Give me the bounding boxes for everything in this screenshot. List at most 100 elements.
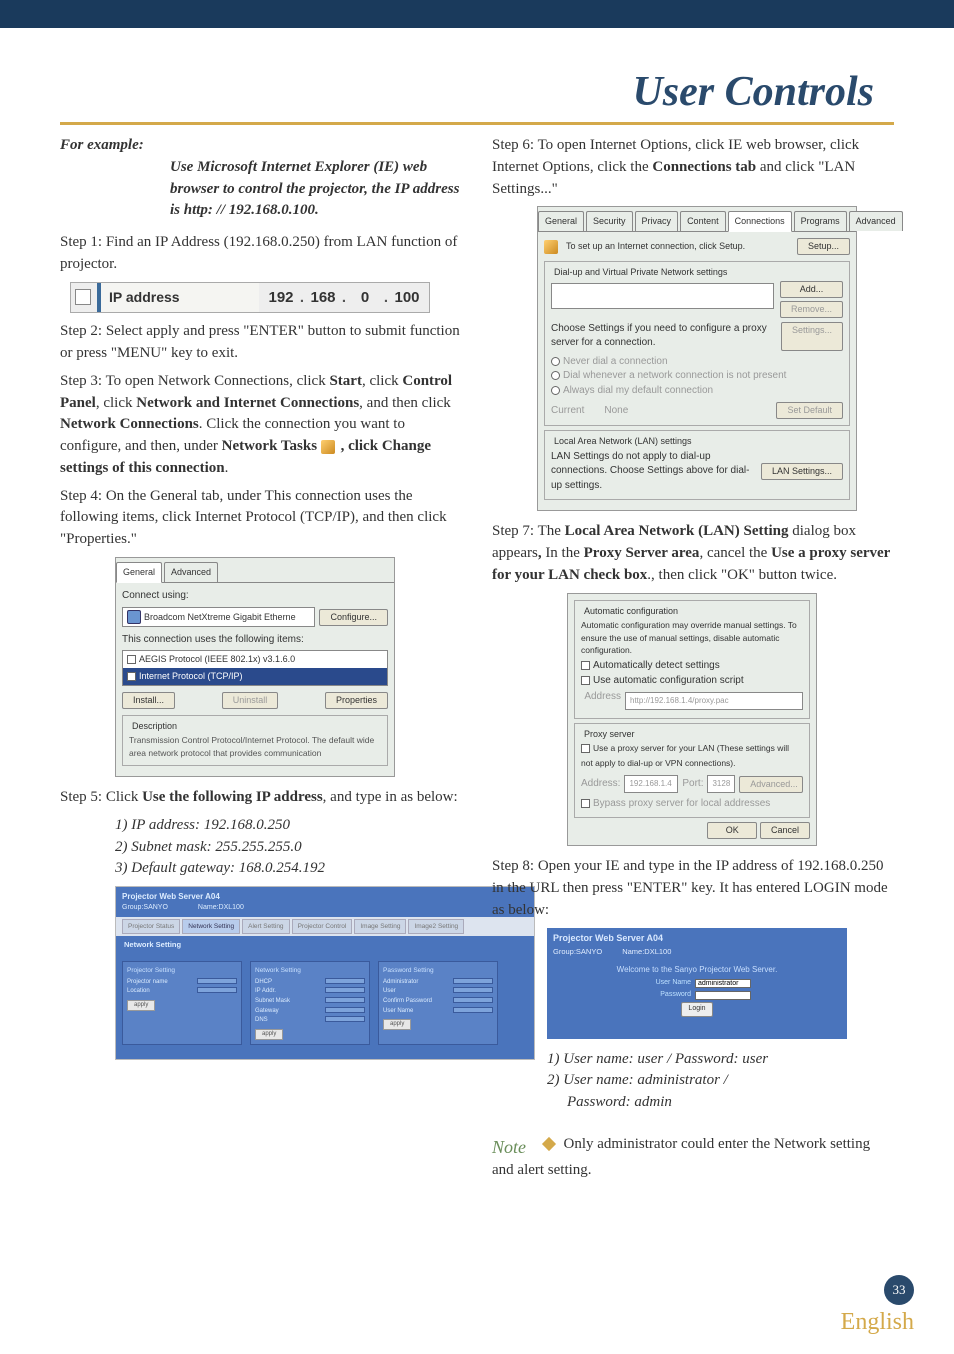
step-3-netconn: Network Connections <box>60 416 199 432</box>
apply-button-2[interactable]: apply <box>255 1029 283 1040</box>
panel-projector-setting: Projector Setting Projector name Locatio… <box>122 961 242 1045</box>
install-button[interactable]: Install... <box>122 692 175 709</box>
checkbox-use-proxy[interactable] <box>581 744 590 753</box>
navtab-status[interactable]: Projector Status <box>122 919 180 934</box>
ip-seg-3: 0 <box>349 287 381 309</box>
remove-button[interactable]: Remove... <box>780 301 843 318</box>
step-3-lead: Step 3: To open Network Connections, cli… <box>60 373 329 389</box>
add-button[interactable]: Add... <box>780 281 843 298</box>
panel3-title: Password Setting <box>383 966 493 975</box>
lan-desc: LAN Settings do not apply to dial-up con… <box>551 450 755 494</box>
ip-seg-2: 168 <box>307 287 339 309</box>
apply-button-1[interactable]: apply <box>127 1000 155 1011</box>
step-5-b1: Use the following IP address <box>142 789 323 805</box>
lan-settings-screenshot: Automatic configuration Automatic config… <box>567 593 817 847</box>
step-5-line-1: 1) IP address: 192.168.0.250 <box>60 815 462 837</box>
connect-using-label: Connect using: <box>122 589 388 604</box>
port-label: Port: <box>682 777 703 792</box>
adapter-name: Broadcom NetXtreme Gigabit Etherne <box>144 611 296 624</box>
apply-button-3[interactable]: apply <box>383 1019 411 1030</box>
navtab-alert[interactable]: Alert Setting <box>242 919 289 934</box>
connections-screenshot: General Security Privacy Content Connect… <box>537 206 857 511</box>
websrv-name: Name:DXL100 <box>622 947 671 958</box>
addr-label: Address <box>581 690 621 712</box>
tab-general[interactable]: General <box>116 562 162 583</box>
note-bullet-icon <box>542 1137 556 1151</box>
radio-always[interactable] <box>551 386 560 395</box>
step-6-b1: Connections tab <box>652 159 756 175</box>
checkbox-tcpip[interactable] <box>127 672 136 681</box>
tab-advanced[interactable]: Advanced <box>164 562 218 582</box>
cancel-button[interactable]: Cancel <box>760 822 810 839</box>
step-5-line-2: 2) Subnet mask: 255.255.255.0 <box>60 837 462 859</box>
settings-button[interactable]: Settings... <box>781 322 843 351</box>
tab-security[interactable]: Security <box>586 211 633 231</box>
auto-text: Automatic configuration may override man… <box>581 619 803 656</box>
step-8: Step 8: Open your IE and type in the IP … <box>492 856 894 921</box>
step-3-nic: Network and Internet Connections <box>136 395 359 411</box>
panel2-title: Network Setting <box>255 966 365 975</box>
language-label: English <box>841 1309 914 1336</box>
set-default-button[interactable]: Set Default <box>776 402 843 419</box>
adapter-icon <box>127 610 141 624</box>
advanced-button[interactable]: Advanced... <box>739 776 803 793</box>
creds-2b: Password: admin <box>492 1092 894 1114</box>
tab-privacy[interactable]: Privacy <box>635 211 679 231</box>
proxy-legend: Proxy server <box>581 728 638 741</box>
addr2-input[interactable]: 192.168.1.4 <box>624 775 678 793</box>
projector-webserver-screenshot: Projector Web Server A04 Group:SANYO Nam… <box>547 928 847 1039</box>
navtab-network[interactable]: Network Setting <box>182 919 240 934</box>
ip-dot: . <box>339 287 349 309</box>
addr-input[interactable]: http://192.168.1.4/proxy.pac <box>625 692 803 710</box>
step-5-line-3: 3) Default gateway: 168.0.254.192 <box>60 858 462 880</box>
lan-legend: Local Area Network (LAN) settings <box>551 435 695 448</box>
setup-button[interactable]: Setup... <box>797 238 850 255</box>
checkbox-aegis[interactable] <box>127 655 136 664</box>
dvp-list[interactable] <box>551 283 774 309</box>
network-tasks-icon <box>321 440 335 454</box>
addr2-label: Address: <box>581 777 620 792</box>
port-input[interactable]: 3128 <box>707 775 735 793</box>
ip-dot: . <box>381 287 391 309</box>
checkbox-use-script[interactable] <box>581 676 590 685</box>
navtab-control[interactable]: Projector Control <box>292 919 353 934</box>
websrv-pass-input[interactable] <box>695 991 751 1000</box>
tab-content[interactable]: Content <box>680 211 726 231</box>
ip-icon <box>75 289 91 305</box>
netset-title-text: Projector Web Server A04 <box>122 891 528 903</box>
websrv-group: Group:SANYO <box>553 947 602 958</box>
navtab-image[interactable]: Image Setting <box>354 919 406 934</box>
step-3-nettasks: Network Tasks <box>222 438 317 454</box>
tab-advanced2[interactable]: Advanced <box>849 211 903 231</box>
ip-dot: . <box>297 287 307 309</box>
ip-segments: 192 . 168 . 0 . 100 <box>259 283 429 313</box>
button-row: Install... Uninstall Properties <box>122 692 388 709</box>
tab-general2[interactable]: General <box>538 211 584 231</box>
checkbox-auto-detect[interactable] <box>581 661 590 670</box>
checkbox-bypass[interactable] <box>581 799 590 808</box>
navtab-image2[interactable]: Image2 Setting <box>408 919 464 934</box>
tab-programs[interactable]: Programs <box>794 211 847 231</box>
step-5: Step 5: Click Use the following IP addre… <box>60 787 462 809</box>
ok-button[interactable]: OK <box>707 822 757 839</box>
step-7-b1: Local Area Network (LAN) Setting <box>565 523 789 539</box>
configure-button[interactable]: Configure... <box>319 609 388 626</box>
netset-body: Projector Setting Projector name Locatio… <box>116 953 534 1059</box>
radio-never[interactable] <box>551 357 560 366</box>
websrv-user-input[interactable] <box>695 979 751 988</box>
ip-seg-1: 192 <box>265 287 297 309</box>
websrv-welcome: Welcome to the Sanyo Projector Web Serve… <box>553 964 841 976</box>
login-button[interactable]: Login <box>681 1002 712 1016</box>
item-aegis: AEGIS Protocol (IEEE 802.1x) v3.1.6.0 <box>139 654 295 664</box>
dvp-legend: Dial-up and Virtual Private Network sett… <box>551 266 730 279</box>
setup-text: To set up an Internet connection, click … <box>566 240 791 253</box>
tab-connections[interactable]: Connections <box>728 211 792 232</box>
lan-settings-button[interactable]: LAN Settings... <box>761 463 843 480</box>
radio-dial[interactable] <box>551 371 560 380</box>
example-body: Use Microsoft Internet Explorer (IE) web… <box>60 157 462 222</box>
example-block: For example: Use Microsoft Internet Expl… <box>60 135 462 222</box>
choose-text: Choose Settings if you need to configure… <box>551 322 775 351</box>
properties-button[interactable]: Properties <box>325 692 388 709</box>
uninstall-button[interactable]: Uninstall <box>222 692 279 709</box>
creds-1: 1) User name: user / Password: user <box>492 1049 894 1071</box>
